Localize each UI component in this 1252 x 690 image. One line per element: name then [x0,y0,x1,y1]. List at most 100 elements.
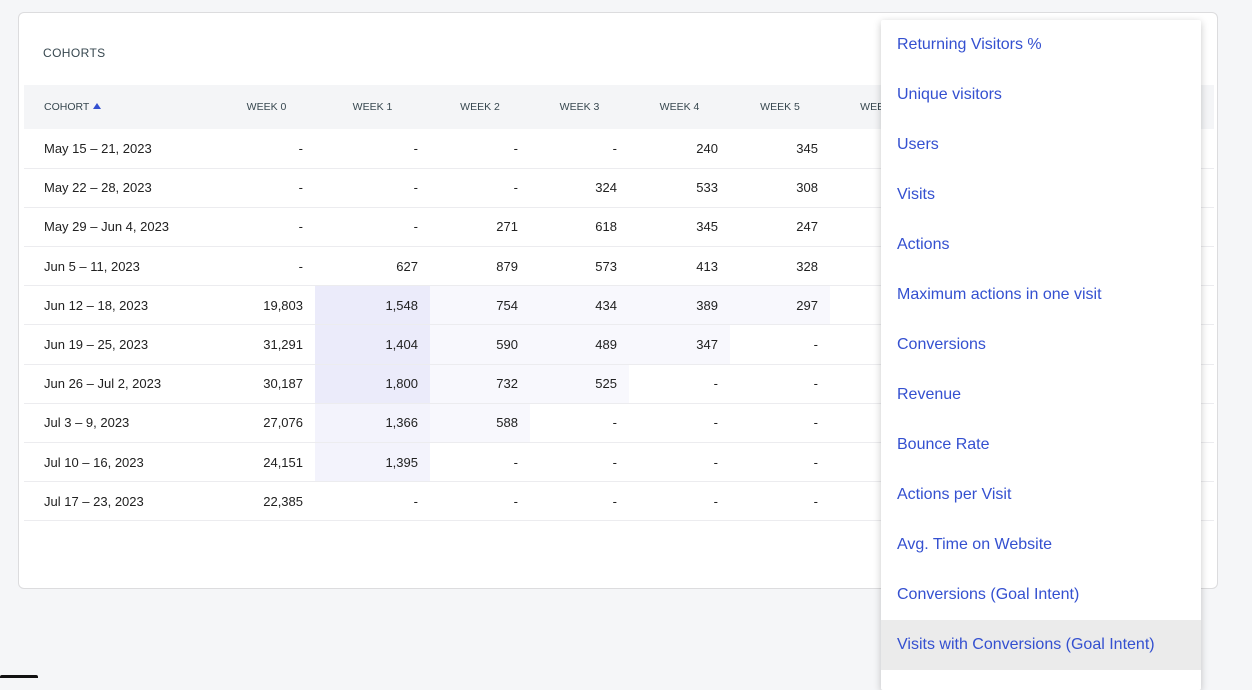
cohort-cell: - [513,454,518,470]
cohort-cell: 879 [496,258,518,274]
cohort-cell: 573 [595,258,617,274]
cohort-cell: 1,548 [315,285,430,325]
cohort-cell: - [413,180,418,196]
cohort-label: Jun 12 – 18, 2023 [44,297,149,313]
cohort-cell: 324 [595,180,617,196]
cohort-cell: 489 [530,324,629,365]
cohort-label: Jun 5 – 11, 2023 [44,258,140,274]
cohort-cell: - [713,376,718,392]
column-header-week-3[interactable]: WEEK 3 [559,101,600,113]
cohort-cell: - [813,376,818,392]
metric-menu-item[interactable]: Visits with Conversions (Goal Intent) [881,620,1201,670]
cohort-cell: 1,404 [315,324,430,365]
cohort-cell: 1,366 [315,403,430,443]
table-row: Jun 26 – Jul 2, 2023 30,187 1,800 732 525 - - [24,364,1214,404]
cohort-cell: 271 [496,219,518,235]
cohort-cell: 627 [396,258,418,274]
cohort-cell: 1,395 [315,442,430,482]
cohort-label: May 22 – 28, 2023 [44,180,152,196]
cohort-cell: - [713,415,718,431]
cohort-label: Jun 19 – 25, 2023 [44,337,149,353]
metric-menu-item[interactable]: Returning Visitors % [897,36,1042,53]
column-header-label: COHORT [44,101,90,113]
cohort-cell: 19,803 [263,297,303,313]
metric-menu-item[interactable]: Conversions (Goal Intent) [897,586,1080,603]
cohort-cell: 1,800 [315,364,430,404]
cohort-cell: 240 [696,140,718,156]
cohort-cell: 588 [430,403,530,443]
window-edge-mark [0,675,38,678]
cohort-cell: 308 [796,180,818,196]
cohort-cell: 297 [730,285,830,325]
cohort-cell: 27,076 [263,415,303,431]
cohort-cell: 732 [430,364,530,404]
column-header-cohort[interactable]: COHORT [24,85,218,129]
cohort-cell: 22,385 [263,493,303,509]
cohort-cell: 345 [796,140,818,156]
cohort-cell: - [298,140,303,156]
cohort-cell: - [298,258,303,274]
metric-menu-item[interactable]: Avg. Time on Website [897,536,1053,553]
table-row: Jun 19 – 25, 2023 31,291 1,404 590 489 347 - [24,324,1214,365]
cohort-label: Jul 3 – 9, 2023 [44,415,130,431]
cohort-cell: - [612,493,617,509]
table-row: Jun 12 – 18, 2023 19,803 1,548 754 434 389 297 [24,285,1214,325]
cohort-cell: - [713,454,718,470]
cohort-cell: - [612,140,617,156]
cohort-cell: 31,291 [263,337,303,353]
metric-menu-item[interactable]: Actions [897,236,950,253]
cohort-cell: 247 [796,219,818,235]
column-header-week-0[interactable]: WEEK 0 [246,101,287,113]
cohort-cell: 345 [696,219,718,235]
cohort-cell: - [612,415,617,431]
cohort-label: May 15 – 21, 2023 [44,140,152,156]
cohort-cell: - [813,337,818,353]
metric-menu-item[interactable]: Users [897,136,939,153]
table-row: May 29 – Jun 4, 2023--2716183452472 [24,207,1214,247]
cohort-cell: 590 [430,324,530,365]
cohort-label: Jun 26 – Jul 2, 2023 [44,376,162,392]
cohort-cell: 328 [796,258,818,274]
cohort-label: May 29 – Jun 4, 2023 [44,219,170,235]
column-header-week-1[interactable]: WEEK 1 [352,101,393,113]
column-header-week-4[interactable]: WEEK 4 [659,101,700,113]
column-header-week-5[interactable]: WEEK 5 [760,101,800,113]
cohort-cell: - [298,180,303,196]
cohort-cell: - [612,454,617,470]
cohort-cell: - [513,493,518,509]
metric-menu-item[interactable]: Bounce Rate [897,436,990,453]
sort-ascending-icon [93,103,102,109]
cohort-cell: 525 [530,364,629,404]
cohort-cell: 389 [629,285,730,325]
cohort-cell: 618 [595,219,617,235]
cohort-cell: 754 [430,285,530,325]
cohort-cell: - [413,219,418,235]
cohort-cell: - [813,415,818,431]
cohort-label: Jul 17 – 23, 2023 [44,493,144,509]
metric-menu-item[interactable]: Unique visitors [897,86,1002,103]
metric-menu-item[interactable]: Conversions [897,336,986,353]
cohort-cell: - [513,140,518,156]
column-header-week-2[interactable]: WEEK 2 [460,101,500,113]
cohort-cell: - [813,454,818,470]
metric-dropdown-menu: Returning Visitors % Unique visitors Users… [881,20,1201,690]
cohort-cell: 413 [696,258,718,274]
cohort-cell: 434 [530,285,629,325]
cohort-cell: 533 [696,180,718,196]
metric-menu-item[interactable]: Maximum actions in one visit [897,286,1102,303]
table-row: Jul 3 – 9, 2023 27,076 1,366 588 - - - [24,403,1214,443]
metric-menu-item[interactable]: Revenue [897,386,962,403]
table-row: Jul 17 – 23, 2023 22,385 - - - - - [24,482,1214,521]
table-row: May 22 – 28, 2023---32453330820 [24,168,1214,208]
metric-menu-item[interactable]: Actions per Visit [897,486,1012,503]
cohort-cell: - [413,493,418,509]
widget-title: COHORTS [43,46,106,60]
cohort-cell: 24,151 [263,454,303,470]
cohort-cell: 347 [629,324,730,365]
cohort-cell: 30,187 [263,376,303,392]
table-row: Jul 10 – 16, 2023 24,151 1,395 - - - - [24,442,1214,482]
cohort-cell: - [513,180,518,196]
metric-menu-item[interactable]: Visits [897,186,935,203]
cohort-cell: - [298,219,303,235]
cohorts-table: COHORT WEEK 0 WEEK 1 WEEK 2 WEEK 3 WEEK … [24,85,1214,521]
